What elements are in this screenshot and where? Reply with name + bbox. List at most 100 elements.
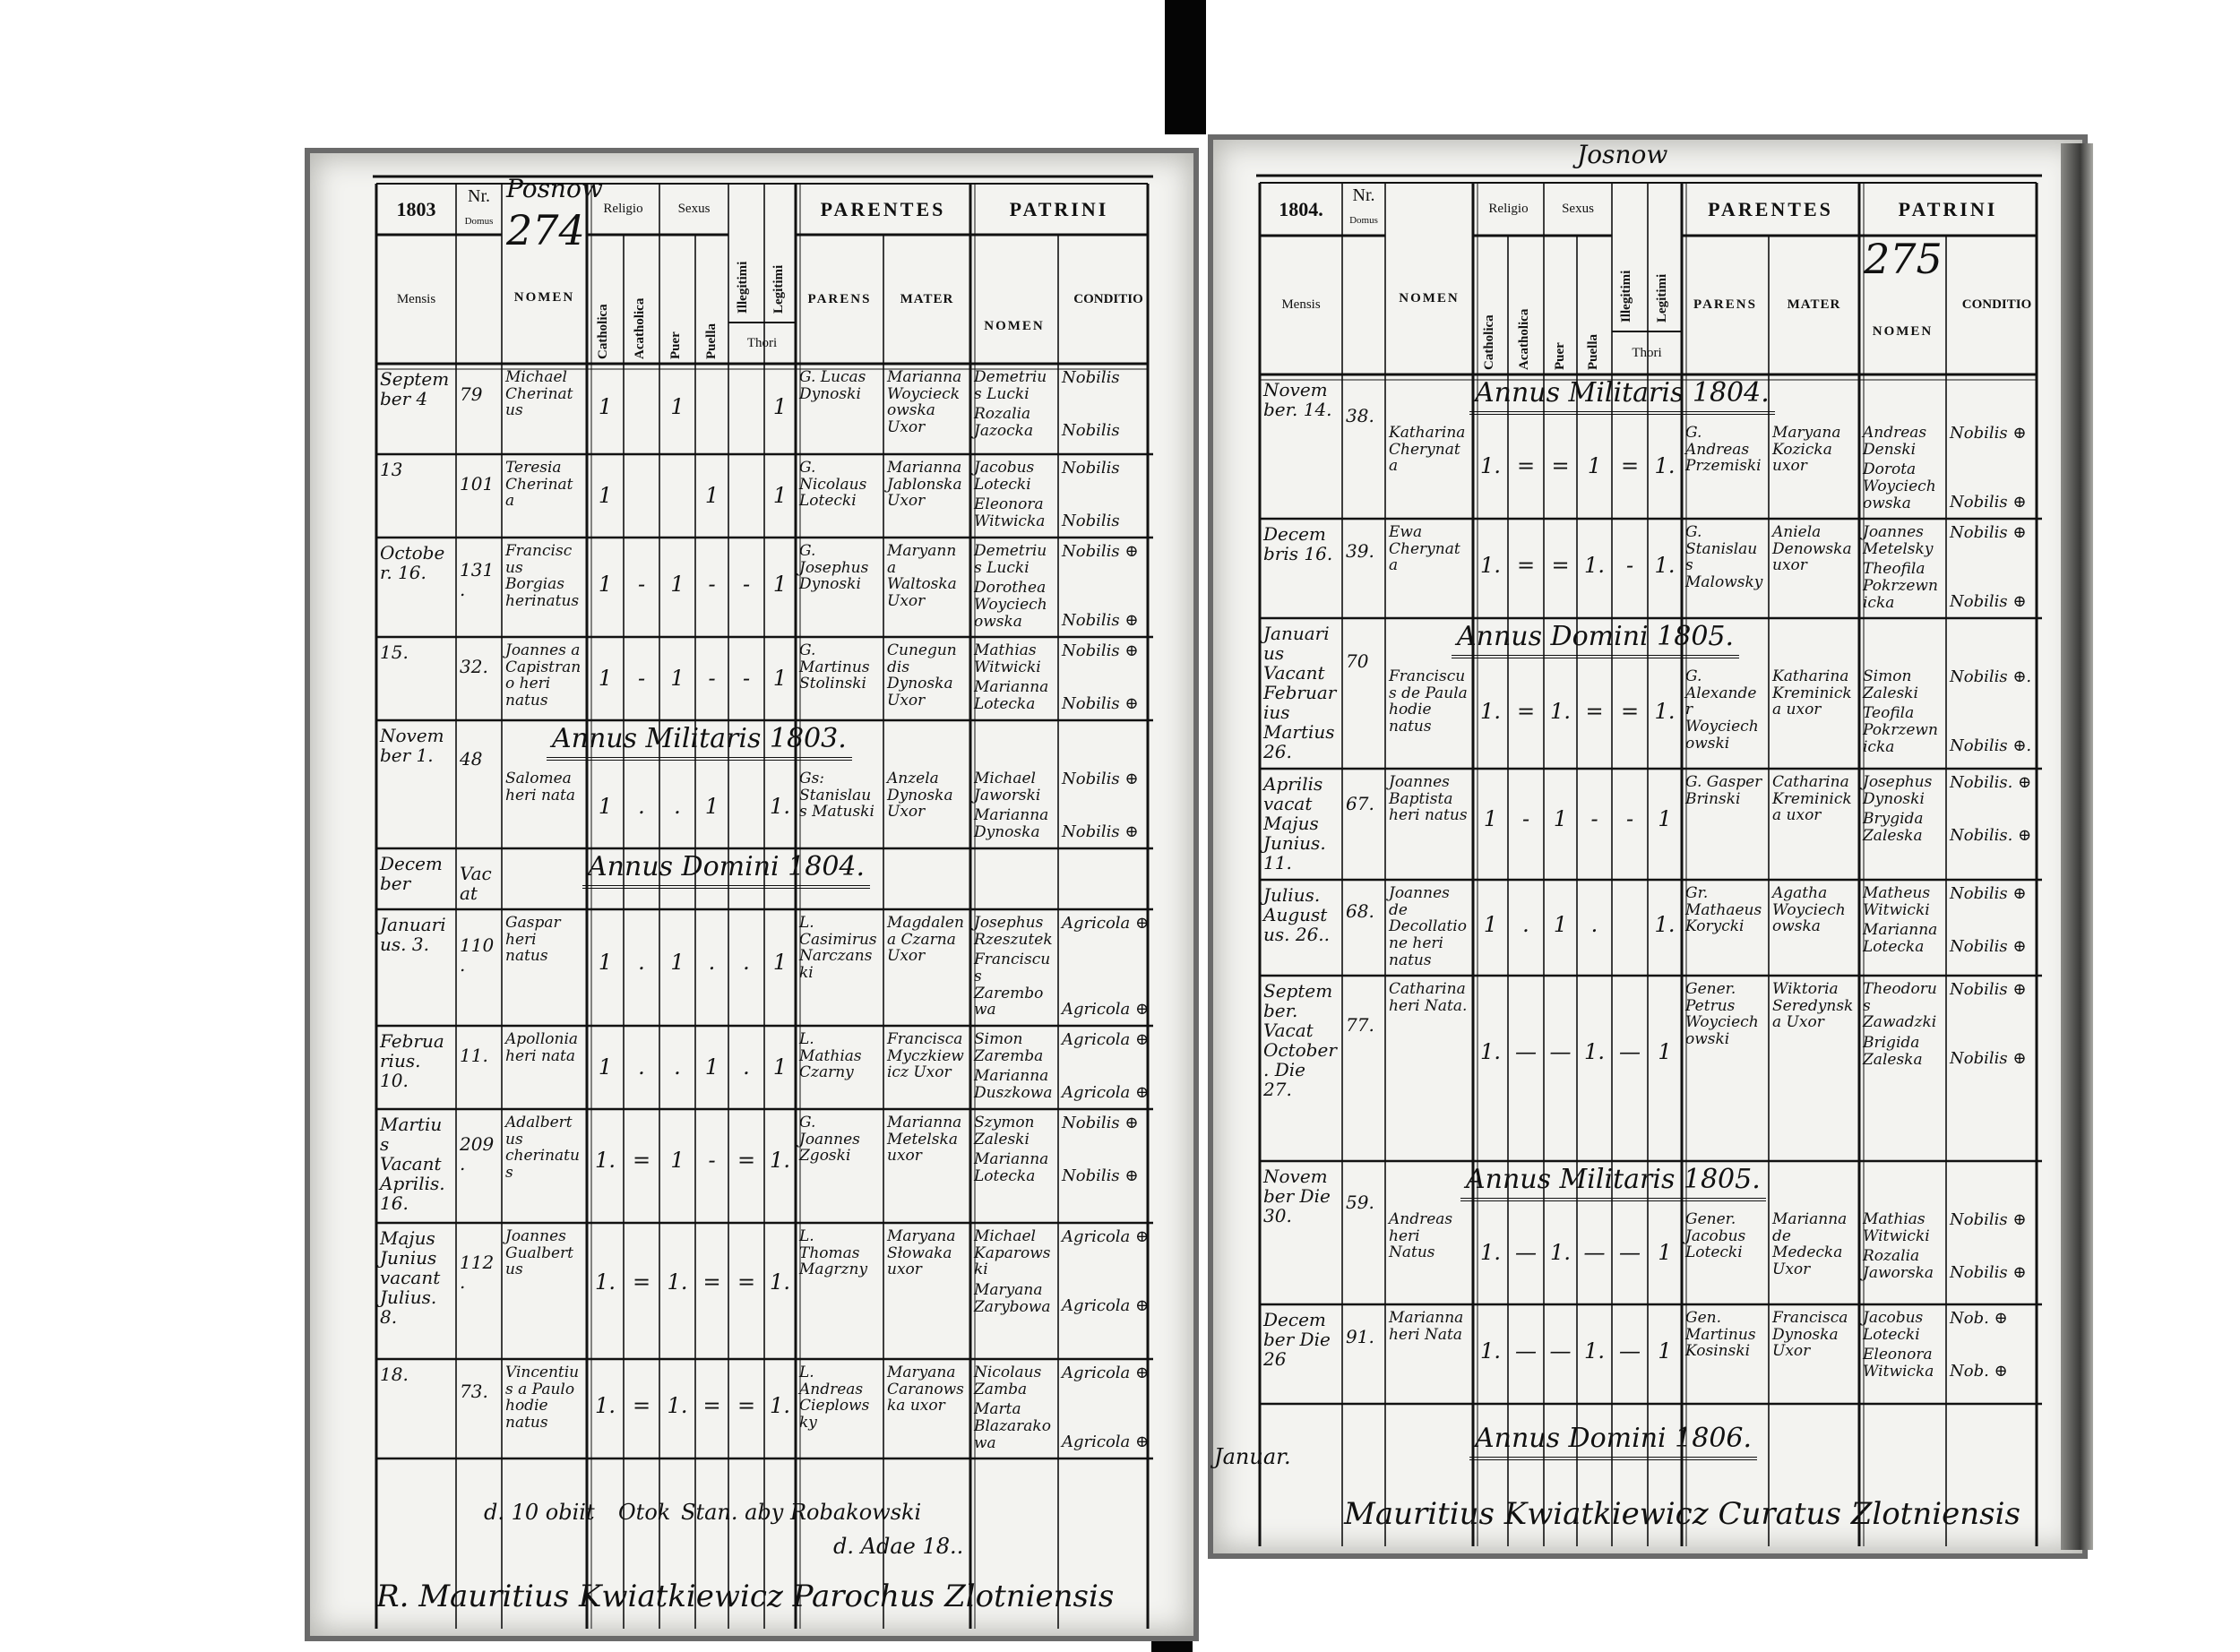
entry-mother: Aniela Denowska uxor (1772, 523, 1852, 575)
entry-house-number: Vacat (460, 862, 492, 904)
entry-month-day: Majus Junius vacant Julius. 8. (380, 1227, 441, 1328)
entry-mark: 1. (1654, 552, 1676, 578)
entry-godparent: Eleonora Witwicka (1863, 1346, 1934, 1381)
header-mater: MATER (1787, 297, 1841, 312)
entry-mark: = (1620, 699, 1640, 725)
header-conditio: CONDITIO (1073, 291, 1143, 306)
entry-mark: . (708, 949, 716, 975)
place-note: Posnow (506, 174, 603, 203)
place-note: Josnow (1577, 140, 1668, 169)
entry-godparent-condition: Nob. ⊕ (1950, 1309, 2008, 1328)
entry-godparent-conditions: Nobilis ⊕ Nobilis ⊕ (1058, 640, 1160, 716)
entry-mother: Maryana Caranowska uxor (887, 1364, 964, 1415)
entry-mark: 1 (670, 571, 685, 597)
entry-mark: 1 (598, 394, 613, 420)
entry-godparents: Nicolaus Zamba Marta Blazarakowa (970, 1362, 1056, 1454)
entry-mark: 1 (598, 793, 613, 819)
entry-godparents: Michael Jaworski Marianna Dynoska (970, 768, 1056, 844)
entry-month-day: 13 (380, 459, 403, 480)
header-parens: PARENS (1693, 297, 1757, 312)
entry-child-name (502, 896, 585, 901)
entry-mark: — (1619, 1039, 1641, 1065)
header-year: 1803 (396, 197, 436, 220)
entry-father: L. Andreas Cieplowsky (799, 1364, 870, 1433)
entry-godparent: Dorota Woyciechowska (1863, 460, 1936, 512)
left-page (305, 148, 1199, 1641)
entry-godparent: Marianna Lotecka (974, 1150, 1049, 1186)
entry-godparent-condition: Agricola ⊕ (1062, 1030, 1150, 1049)
entry-mark: = (1585, 699, 1604, 725)
entry-godparent: Marianna Duszkowa (974, 1067, 1053, 1103)
entry-godparent: Eleonora Witwicka (974, 495, 1046, 531)
entry-godparent: Andreas Denski (1863, 424, 1927, 459)
entry-father: G. Martinus Stolinski (799, 641, 870, 693)
year-section-heading: Annus Militaris 1804. (1469, 377, 1775, 415)
entry-house-number: 32. (460, 655, 488, 677)
entry-mark: 1. (1654, 699, 1676, 725)
entry-father: G. Andreas Przemiski (1685, 424, 1762, 476)
entry-godparent-condition: Nobilis ⊕ (1950, 1049, 2027, 1069)
binding-strip-bottom (1151, 1641, 1193, 1652)
entry-mark: — (1515, 1338, 1537, 1364)
entry-mark: = (1516, 699, 1536, 725)
entry-mark: . (638, 1054, 645, 1080)
entry-mark: 1. (770, 1392, 790, 1418)
entry-mark: — (1515, 1239, 1537, 1265)
header-catholica: Catholica (596, 304, 610, 359)
entry-godparent: Brigida Zaleska (1863, 1034, 1923, 1069)
header-year: 1804. (1279, 197, 1323, 220)
entry-godparents: Andreas Denski Dorota Woyciechowska (1859, 422, 1944, 514)
entry-godparents: Szymon Zaleski Marianna Lotecka (970, 1112, 1056, 1188)
entry-mother: Marianna Jablonska Uxor (887, 459, 962, 511)
year-section-heading: Annus Domini 1804. (582, 851, 871, 889)
entry-mark: - (1521, 806, 1530, 832)
entry-mark: 1. (595, 1269, 616, 1295)
entry-mark: - (708, 1148, 716, 1174)
entry-mark: 1 (772, 1054, 788, 1080)
entry-mark: = (1551, 452, 1570, 478)
entry-mark: 1 (772, 949, 788, 975)
entry-mark: = (632, 1148, 651, 1174)
entry-month-day: Martius Vacant Aprilis. 16. (380, 1114, 445, 1214)
entry-godparent: Marianna Lotecka (974, 678, 1049, 714)
entry-house-number: 110. (460, 934, 495, 976)
header-mensis: Mensis (1281, 297, 1321, 312)
entry-godparent: Szymon Zaleski (974, 1114, 1035, 1149)
entry-godparent-conditions: Agricola ⊕ Agricola ⊕ (1058, 1362, 1160, 1454)
entry-godparents: Theodorus Zawadzki Brigida Zaleska (1859, 978, 1944, 1071)
entry-mother: Marianna Metelska uxor (887, 1114, 962, 1166)
header-patrini-nomen: NOMEN (1872, 324, 1934, 339)
entry-godparent-conditions: Nobilis ⊕ Nobilis ⊕ (1946, 422, 2049, 514)
entry-mark: . (743, 949, 750, 975)
entry-mark: 1. (595, 1148, 616, 1174)
entry-house-number: 11. (460, 1044, 488, 1066)
entry-mark: - (637, 665, 646, 691)
entry-mark: . (638, 793, 645, 819)
header-patrini-nomen: NOMEN (984, 318, 1045, 333)
header-parentes: PARENTES (1708, 197, 1833, 220)
header-puella: Puella (704, 323, 719, 359)
entry-mark: 1. (1480, 1239, 1501, 1265)
entry-mark: . (743, 1054, 750, 1080)
entry-godparent-conditions: Nobilis ⊕ Nobilis ⊕ (1946, 521, 2049, 614)
entry-house-number: 68. (1346, 900, 1374, 923)
entry-godparents: Michael Kaparowski Maryana Zarybowa (970, 1226, 1056, 1318)
entry-godparent-conditions: Nobilis ⊕ Nobilis ⊕ (1058, 540, 1160, 632)
entry-godparent-condition: Nobilis ⊕ (1062, 611, 1139, 631)
entry-mark: = (632, 1269, 651, 1295)
entry-mark: = (1516, 552, 1536, 578)
entry-godparent: Mathias Witwicki (1863, 1210, 1930, 1245)
year-section-heading: Annus Domini 1806. (1469, 1423, 1758, 1460)
entry-godparent-condition: Nobilis (1062, 421, 1120, 441)
entry-godparent-condition: Nobilis. ⊕ (1950, 826, 2032, 846)
header-sexus: Sexus (1562, 202, 1594, 216)
entry-godparent: Brygida Zaleska (1863, 810, 1924, 846)
header-acatholica: Acatholica (1517, 308, 1531, 370)
entry-godparent-condition: Nobilis ⊕ (1950, 937, 2027, 957)
entry-month-day: Januarius Vacant Februarius Martius 26. (1263, 623, 1337, 762)
entry-mark: 1 (772, 665, 788, 691)
header-legitimi: Legitimi (771, 264, 786, 314)
entry-house-number: 209. (460, 1133, 495, 1175)
entry-child-name: Joannes Baptista heri natus (1389, 773, 1468, 825)
entry-mark: 1 (1658, 1039, 1672, 1065)
